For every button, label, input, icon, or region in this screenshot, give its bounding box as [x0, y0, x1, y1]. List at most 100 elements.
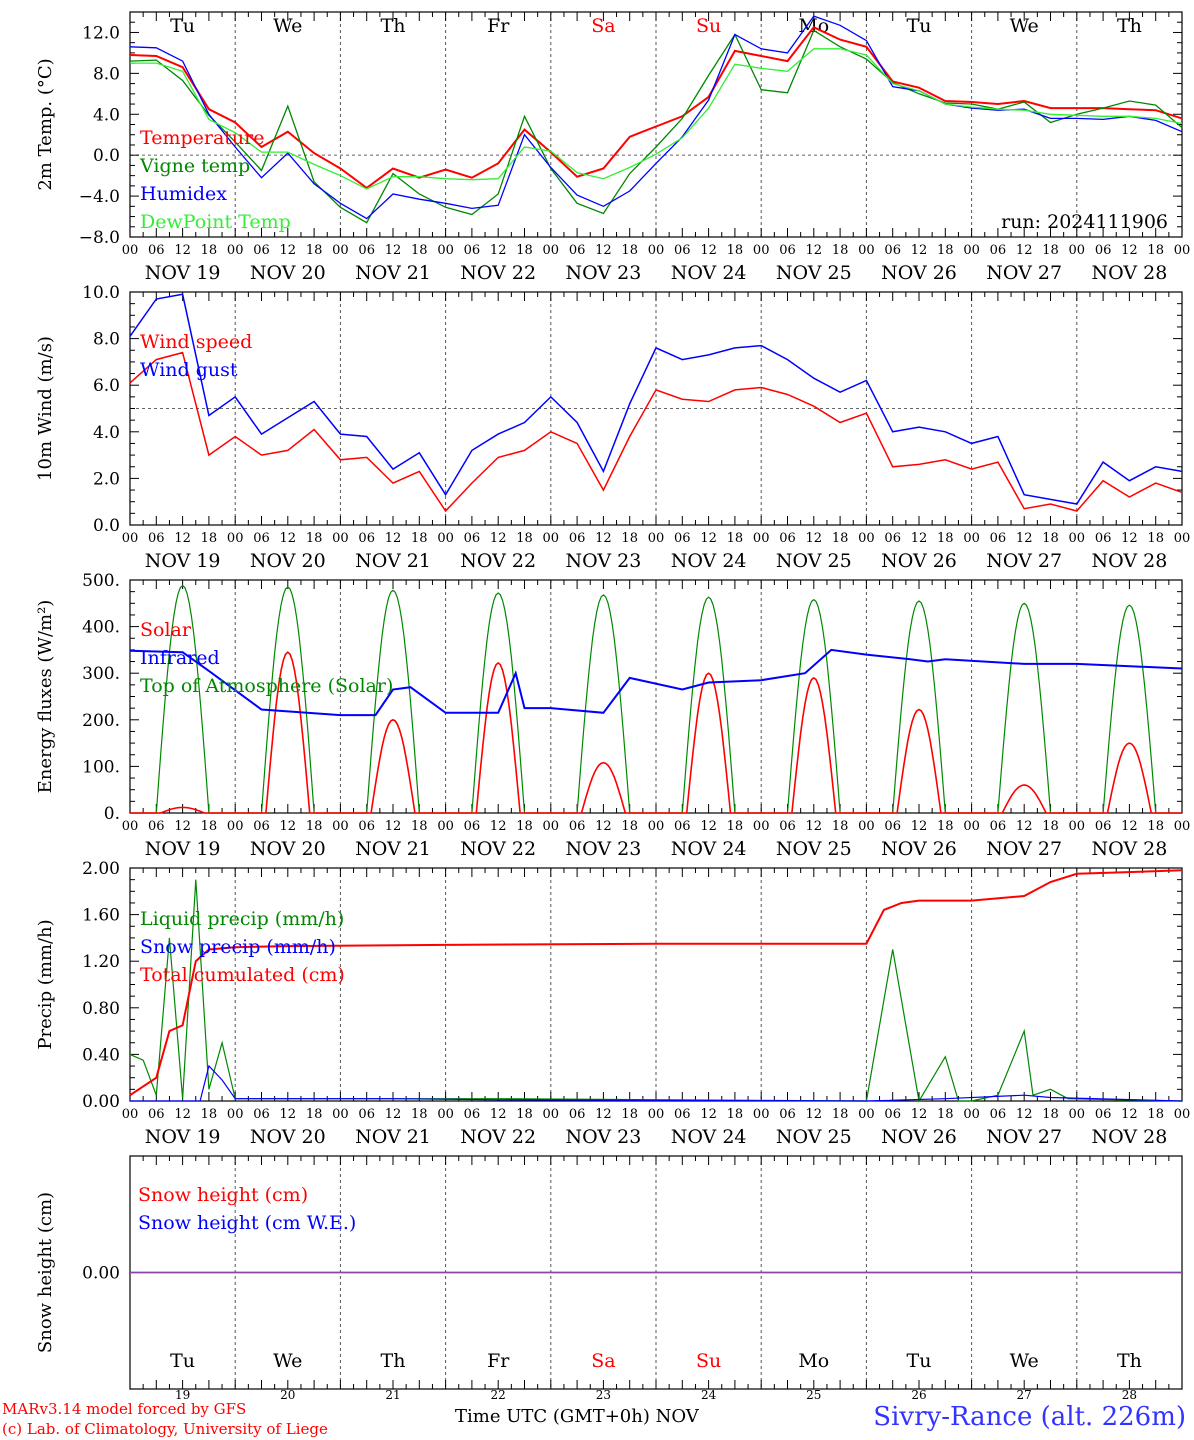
energy-date-label: NOV 25: [776, 838, 852, 860]
temp-hour-label: 12: [280, 243, 297, 258]
precip-y-tick-label: 0.00: [82, 1092, 120, 1112]
wind-hour-label: 12: [806, 531, 823, 546]
precip-hour-label: 00: [858, 1107, 875, 1122]
energy-hour-label: 12: [385, 819, 402, 834]
precip-date-label: NOV 23: [565, 1126, 641, 1148]
energy-hour-label: 00: [122, 819, 139, 834]
wind-hour-label: 06: [1095, 531, 1112, 546]
energy-hour-label: 18: [1042, 819, 1059, 834]
temp-hour-label: 18: [727, 243, 744, 258]
wind-hour-label: 06: [674, 531, 691, 546]
temp-date-label: NOV 19: [145, 262, 221, 284]
wind-hour-label: 06: [569, 531, 586, 546]
wind-hour-label: 18: [832, 531, 849, 546]
bottom-day-label: Tu: [907, 1350, 932, 1372]
wind-hour-label: 12: [911, 531, 928, 546]
precip-y-tick-label: 0.80: [82, 999, 120, 1019]
precip-hour-label: 18: [1042, 1107, 1059, 1122]
energy-hour-label: 18: [306, 819, 323, 834]
precip-date-label: NOV 28: [1091, 1126, 1167, 1148]
energy-hour-label: 00: [1174, 819, 1191, 834]
precip-hour-label: 12: [280, 1107, 297, 1122]
energy-hour-label: 12: [490, 819, 507, 834]
energy-hour-label: 00: [858, 819, 875, 834]
wind-hour-label: 06: [990, 531, 1007, 546]
snow-y-tick-label: 0.00: [82, 1264, 120, 1284]
wind-y-tick-label: 8.0: [93, 330, 120, 350]
wind-hour-label: 00: [1174, 531, 1191, 546]
wind-date-label: NOV 25: [776, 550, 852, 572]
wind-hour-label: 06: [148, 531, 165, 546]
bottom-day-number: 24: [701, 1388, 717, 1402]
snow-y-axis-label: Snow height (cm): [35, 1192, 56, 1353]
temp-date-label: NOV 22: [460, 262, 536, 284]
precip-hour-label: 18: [411, 1107, 428, 1122]
wind-date-label: NOV 26: [881, 550, 957, 572]
bottom-day-number: 20: [280, 1388, 295, 1402]
temp-hour-label: 00: [963, 243, 980, 258]
wind-hour-label: 06: [464, 531, 481, 546]
energy-hour-label: 06: [569, 819, 586, 834]
energy-hour-label: 18: [516, 819, 533, 834]
temp-hour-label: 18: [411, 243, 428, 258]
energy-hour-label: 06: [148, 819, 165, 834]
energy-hour-label: 12: [174, 819, 191, 834]
energy-y-axis-label: Energy fluxes (W/m²): [35, 600, 56, 794]
precip-series-total-cumulated-cm-: [129, 869, 1183, 1097]
precip-hour-label: 18: [201, 1107, 218, 1122]
energy-hour-label: 12: [911, 819, 928, 834]
top-day-label: Th: [381, 15, 406, 37]
wind-hour-label: 18: [516, 531, 533, 546]
temp-y-tick-label: 8.0: [93, 64, 120, 84]
wind-hour-label: 18: [1147, 531, 1164, 546]
wind-hour-label: 18: [727, 531, 744, 546]
bottom-day-number: 28: [1122, 1388, 1137, 1402]
wind-y-tick-label: 2.0: [93, 469, 120, 489]
energy-hour-label: 12: [806, 819, 823, 834]
precip-hour-label: 06: [1095, 1107, 1112, 1122]
energy-hour-label: 06: [674, 819, 691, 834]
top-day-label: Sa: [591, 15, 615, 37]
wind-series-wind-gust: [129, 293, 1183, 505]
bottom-day-label: Su: [696, 1350, 721, 1372]
wind-hour-label: 18: [621, 531, 638, 546]
time-utc-label: Time UTC (GMT+0h): [455, 1406, 650, 1427]
temp-y-tick-label: 0.0: [93, 146, 120, 166]
energy-legend-infrared: Infrared: [140, 647, 220, 669]
wind-hour-label: 00: [227, 531, 244, 546]
energy-hour-label: 00: [648, 819, 665, 834]
energy-hour-label: 12: [595, 819, 612, 834]
temp-hour-label: 12: [595, 243, 612, 258]
energy-hour-label: 18: [727, 819, 744, 834]
energy-y-tick-label: 100.: [82, 757, 120, 777]
temp-hour-label: 06: [990, 243, 1007, 258]
precip-hour-label: 12: [1121, 1107, 1138, 1122]
snow-legend-snow-height-cm-w-e: Snow height (cm W.E.): [138, 1212, 356, 1234]
bottom-day-number: 26: [911, 1388, 926, 1402]
temp-hour-label: 12: [1121, 243, 1138, 258]
precip-date-label: NOV 24: [671, 1126, 747, 1148]
wind-date-label: NOV 27: [986, 550, 1062, 572]
precip-y-tick-label: 2.00: [82, 859, 120, 879]
top-day-label: Tu: [170, 15, 195, 37]
energy-hour-label: 06: [253, 819, 270, 834]
temp-hour-label: 00: [437, 243, 454, 258]
precip-hour-label: 12: [385, 1107, 402, 1122]
temp-hour-label: 00: [1174, 243, 1191, 258]
wind-hour-label: 12: [700, 531, 717, 546]
temp-hour-label: 00: [1069, 243, 1086, 258]
wind-hour-label: 00: [648, 531, 665, 546]
run-annotation: run: 2024111906: [1001, 211, 1168, 233]
precip-hour-label: 00: [963, 1107, 980, 1122]
energy-hour-label: 00: [543, 819, 560, 834]
precip-hour-label: 12: [490, 1107, 507, 1122]
temp-hour-label: 06: [779, 243, 796, 258]
energy-date-label: NOV 22: [460, 838, 536, 860]
snow-legend-snow-height-cm: Snow height (cm): [138, 1184, 308, 1206]
temp-hour-label: 06: [674, 243, 691, 258]
temp-hour-label: 00: [648, 243, 665, 258]
wind-hour-label: 00: [122, 531, 139, 546]
temp-hour-label: 06: [569, 243, 586, 258]
precip-hour-label: 06: [990, 1107, 1007, 1122]
temp-y-axis-label: 2m Temp. (°C): [35, 58, 56, 190]
